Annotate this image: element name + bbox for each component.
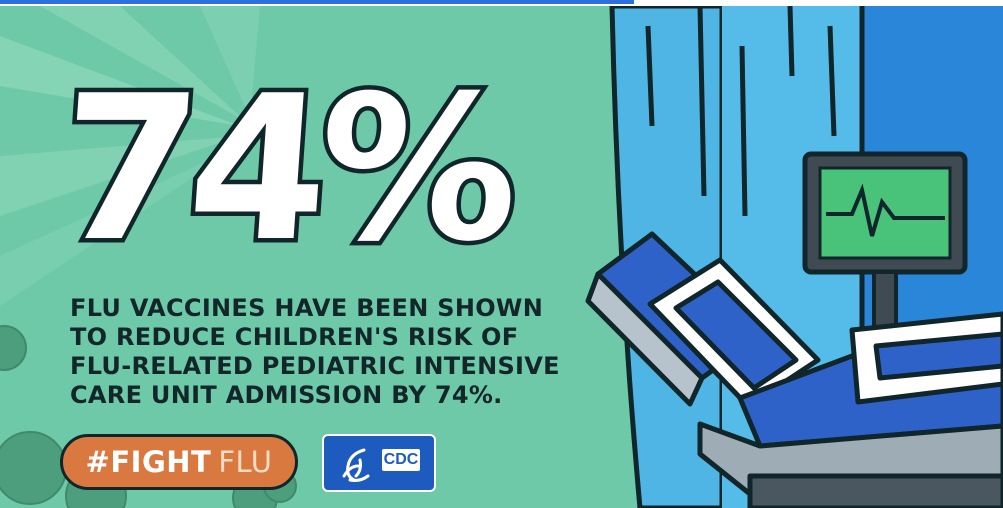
hhs-eagle-icon [342,448,370,482]
message-line-2: TO REDUCE CHILDREN'S RISK OF [70,323,519,351]
cdc-logo: CDC [322,434,436,492]
hashtag-light: FLU [218,445,273,479]
ray-3 [40,6,245,121]
ray-1 [0,36,240,126]
message-text: FLU VACCINES HAVE BEEN SHOWN TO REDUCE C… [70,294,590,410]
message-line-4: CARE UNIT ADMISSION BY 74%. [70,381,503,409]
hashtag-bold: #FIGHT [85,445,212,479]
ray-2 [0,136,240,216]
background-illustration [0,6,1003,508]
cdc-wordmark: CDC [382,449,420,471]
fight-flu-badge: #FIGHT FLU [60,434,298,490]
message-line-3: FLU-RELATED PEDIATRIC INTENSIVE [70,352,560,380]
ray-5 [0,146,240,306]
top-link-underline [0,0,634,4]
message-line-1: FLU VACCINES HAVE BEEN SHOWN [70,294,544,322]
heart-monitor [802,151,968,330]
illustration-scene: 74% FLU VACCINES HAVE BEEN SHOWN TO REDU… [0,6,1003,508]
ray-4 [200,6,260,118]
headline-percentage: 74% [47,49,521,291]
hospital-bed [585,231,1003,508]
